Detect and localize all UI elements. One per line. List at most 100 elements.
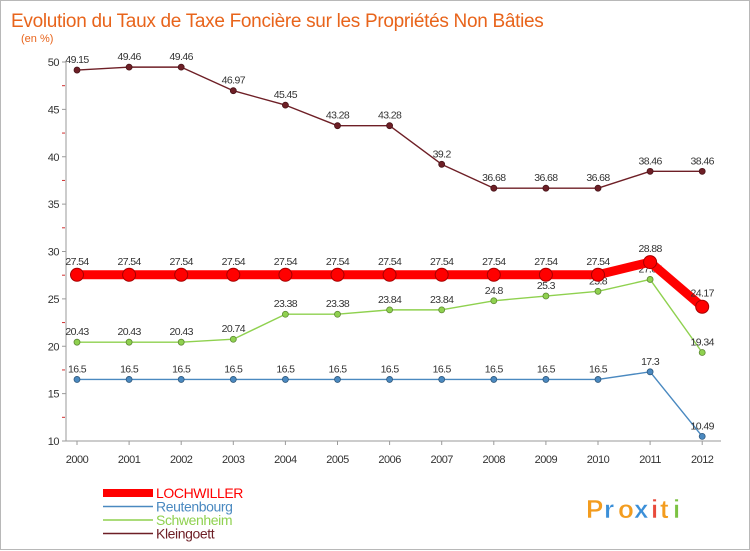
lochwiller-data-label: 27.54 [170, 256, 194, 268]
logo-letter: i [673, 494, 680, 524]
kleingoett-data-label: 38.46 [691, 155, 715, 167]
lochwiller-point [486, 267, 501, 282]
kleingoett-point [490, 184, 498, 192]
unit-label: (en %) [21, 33, 53, 45]
axes: 10 15 20 25 30 35 40 45 50 2000 2001 2002 2003 2004 20… [48, 57, 721, 466]
lochwiller-point [122, 267, 137, 282]
logo-letter: o [618, 494, 634, 524]
legend-label-kleingoett: Kleingoett [156, 526, 215, 542]
reutenbourg-point [646, 368, 654, 376]
lochwiller-data-label: 27.54 [430, 256, 454, 268]
logo-letter: x [634, 494, 649, 524]
lochwiller-data-label: 28.88 [638, 243, 662, 255]
schwenheim-data-label: 20.43 [117, 326, 141, 338]
reutenbourg-point [542, 376, 550, 383]
kleingoett-point [438, 160, 446, 168]
kleingoett-data-label: 43.28 [378, 110, 402, 122]
reutenbourg-data-label: 16.5 [276, 363, 295, 375]
schwenheim-data-label: 23.84 [378, 294, 402, 306]
kleingoett-point [229, 87, 237, 95]
lochwiller-data-label: 27.54 [274, 256, 298, 268]
x-tick-label: 2000 [66, 454, 89, 466]
x-tick-label: 2008 [483, 454, 506, 466]
schwenheim-point [125, 338, 133, 346]
schwenheim-point [698, 349, 706, 356]
lochwiller-point [434, 267, 449, 282]
reutenbourg-point [125, 376, 133, 383]
schwenheim-data-label: 19.34 [691, 337, 715, 349]
kleingoett-point [73, 66, 81, 74]
y-tick-label: 40 [48, 152, 60, 164]
y-tick-label: 25 [48, 294, 60, 306]
x-tick-label: 2002 [170, 454, 193, 466]
logo-letter: P [586, 494, 603, 524]
lochwiller-point [226, 267, 241, 282]
lochwiller-data-label: 27.54 [65, 256, 89, 268]
reutenbourg-point [281, 376, 289, 383]
schwenheim-data-label: 23.38 [274, 298, 298, 310]
reutenbourg-data-label: 16.5 [381, 363, 400, 375]
lochwiller-point [330, 267, 345, 282]
schwenheim-point [542, 292, 550, 300]
reutenbourg-data-label: 16.5 [485, 363, 504, 375]
lochwiller-data-label: 27.54 [378, 256, 402, 268]
reutenbourg-data-label: 16.5 [433, 363, 452, 375]
lochwiller-point [174, 267, 189, 282]
kleingoett-point [698, 167, 706, 175]
lochwiller-point [278, 267, 293, 282]
x-tick-label: 2012 [691, 454, 714, 466]
reutenbourg-point [229, 376, 237, 383]
kleingoett-point [646, 167, 654, 175]
lochwiller-data-label: 27.54 [117, 256, 141, 268]
y-tick-label: 15 [48, 389, 60, 401]
reutenbourg-point [698, 432, 706, 440]
x-tick-label: 2007 [430, 454, 453, 466]
kleingoett-data-label: 36.68 [586, 172, 610, 184]
kleingoett-data-label: 38.46 [638, 155, 662, 167]
lochwiller-data-label: 27.54 [482, 256, 506, 268]
lochwiller-data-label: 27.54 [586, 256, 610, 268]
schwenheim-point [177, 338, 185, 346]
y-tick-label: 50 [48, 57, 60, 69]
schwenheim-point [646, 276, 654, 283]
schwenheim-data-label: 24.8 [485, 285, 504, 297]
schwenheim-point [386, 306, 394, 314]
reutenbourg-data-label: 16.5 [328, 363, 347, 375]
schwenheim-data-label: 25.3 [537, 280, 556, 292]
lochwiller-data-label: 27.54 [326, 256, 350, 268]
logo-letter: r [604, 494, 614, 524]
kleingoett-point [125, 63, 133, 71]
x-tick-label: 2006 [378, 454, 401, 466]
kleingoett-point [594, 184, 602, 192]
reutenbourg-data-label: 16.5 [537, 363, 556, 375]
reutenbourg-data-label: 16.5 [224, 363, 243, 375]
reutenbourg-data-label: 16.5 [120, 363, 139, 375]
legend-label-schwenheim: Schwenheim [156, 512, 232, 528]
x-tick-label: 2011 [639, 454, 661, 466]
lochwiller-point [70, 267, 84, 282]
reutenbourg-point [386, 376, 394, 383]
kleingoett-data-label: 49.46 [170, 51, 194, 63]
y-tick-label: 30 [48, 247, 60, 259]
x-tick-label: 2005 [326, 454, 349, 466]
schwenheim-point [73, 338, 81, 346]
reutenbourg-point [438, 376, 446, 383]
schwenheim-point [594, 287, 602, 295]
lochwiller-data-label: 27.54 [534, 256, 558, 268]
series-schwenheim: 20.43 20.43 20.43 20.74 23.38 23.38 23.84 23.84… [65, 263, 715, 356]
x-tick-label: 2010 [587, 454, 610, 466]
schwenheim-point [438, 306, 446, 314]
chart-title: Evolution du Taux de Taxe Foncière sur l… [11, 11, 543, 32]
reutenbourg-point [594, 376, 602, 383]
kleingoett-point [334, 122, 341, 130]
x-tick-label: 2009 [535, 454, 558, 466]
lochwiller-point [695, 299, 710, 314]
kleingoett-point [386, 122, 394, 130]
kleingoett-data-label: 36.68 [534, 172, 558, 184]
schwenheim-data-label: 20.43 [65, 326, 89, 338]
kleingoett-point [177, 63, 185, 71]
series-kleingoett: 49.15 49.46 49.46 46.97 45.45 43.28 43.28 39.2 3… [65, 51, 715, 192]
x-tick-label: 2004 [274, 454, 297, 466]
